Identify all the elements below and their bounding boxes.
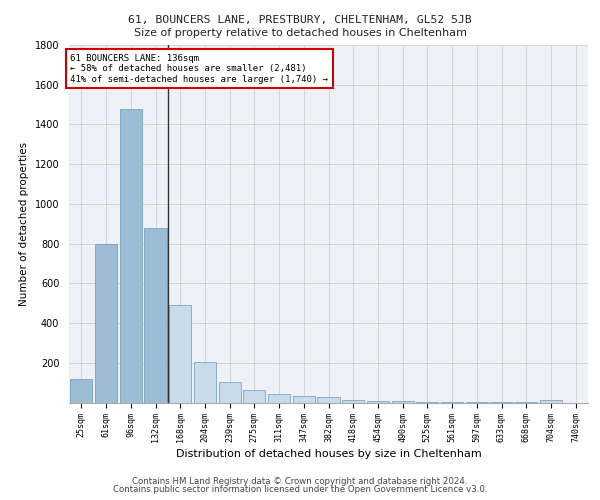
Bar: [367, 400, 389, 402]
Text: 61, BOUNCERS LANE, PRESTBURY, CHELTENHAM, GL52 5JB: 61, BOUNCERS LANE, PRESTBURY, CHELTENHAM…: [128, 15, 472, 25]
Bar: [243, 390, 265, 402]
Bar: [540, 400, 562, 402]
Bar: [70, 378, 92, 402]
Text: 61 BOUNCERS LANE: 136sqm
← 58% of detached houses are smaller (2,481)
41% of sem: 61 BOUNCERS LANE: 136sqm ← 58% of detach…: [70, 54, 328, 84]
Bar: [268, 394, 290, 402]
Text: Contains HM Land Registry data © Crown copyright and database right 2024.: Contains HM Land Registry data © Crown c…: [132, 477, 468, 486]
Y-axis label: Number of detached properties: Number of detached properties: [19, 142, 29, 306]
Bar: [342, 400, 364, 402]
X-axis label: Distribution of detached houses by size in Cheltenham: Distribution of detached houses by size …: [176, 449, 481, 459]
Bar: [218, 382, 241, 402]
Bar: [145, 228, 167, 402]
Bar: [169, 305, 191, 402]
Bar: [392, 401, 414, 402]
Bar: [194, 362, 216, 403]
Text: Size of property relative to detached houses in Cheltenham: Size of property relative to detached ho…: [133, 28, 467, 38]
Bar: [95, 244, 117, 402]
Bar: [317, 397, 340, 402]
Text: Contains public sector information licensed under the Open Government Licence v3: Contains public sector information licen…: [113, 485, 487, 494]
Bar: [293, 396, 315, 402]
Bar: [119, 108, 142, 403]
